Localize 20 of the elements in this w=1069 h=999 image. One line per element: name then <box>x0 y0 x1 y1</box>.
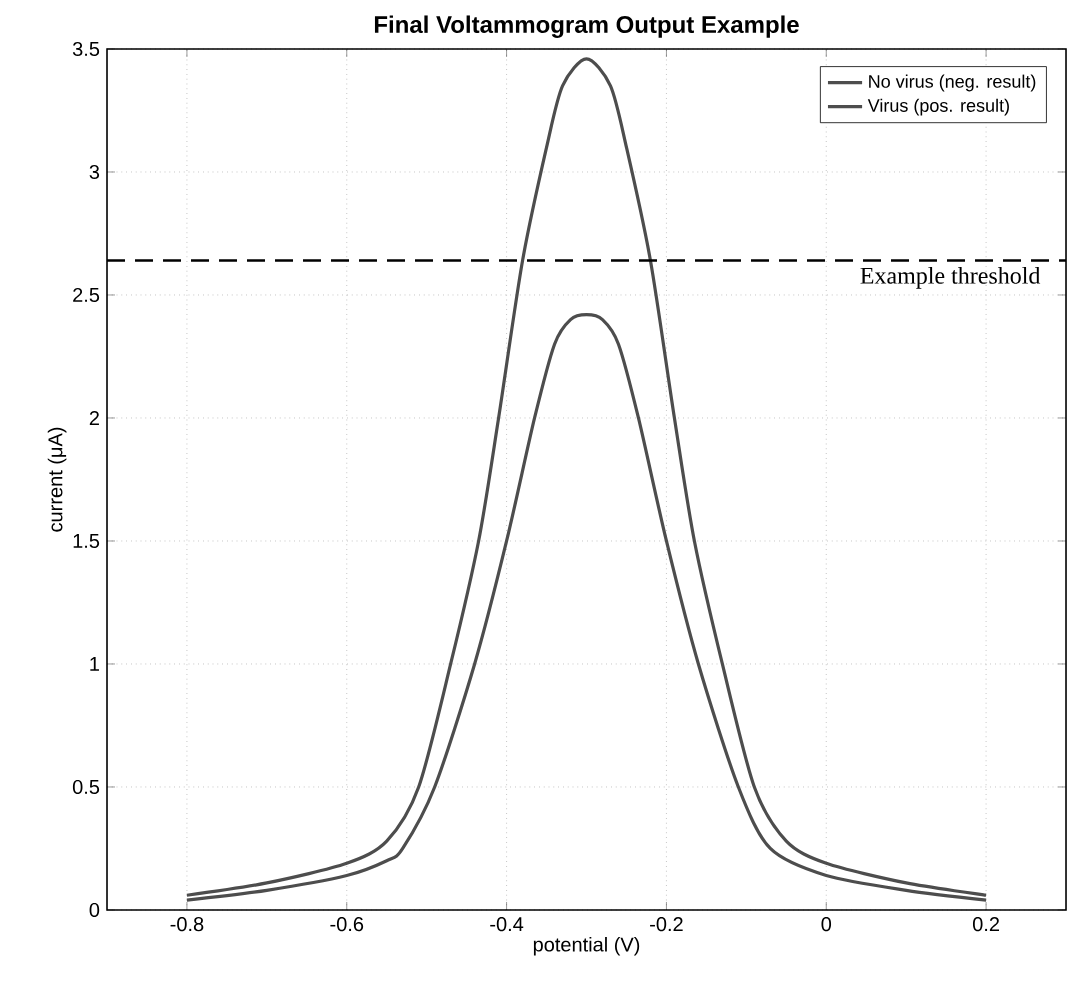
x-axis-title: potential (V) <box>533 936 640 956</box>
y-tick-label: 3.5 <box>72 41 100 57</box>
y-tick-label: 3 <box>89 164 100 180</box>
x-tick-label: 0 <box>821 917 832 932</box>
y-tick-label: 2 <box>89 411 99 425</box>
y-tick-label: 1 <box>90 657 99 671</box>
y-tick-label: 0 <box>89 902 100 918</box>
chart-title: Final Voltammogram Output Example <box>374 15 799 38</box>
x-tick-label: 0.2 <box>972 917 999 932</box>
y-tick-label: 0.5 <box>72 779 100 795</box>
legend-label: No virus (neg. result) <box>869 74 1036 92</box>
x-tick-label: -0.8 <box>170 917 204 932</box>
x-tick-label: -0.6 <box>330 917 364 932</box>
y-axis-title: current (μA) <box>47 427 67 532</box>
y-tick-label: 2.5 <box>73 287 100 303</box>
legend-label: Virus (pos. result) <box>867 98 1009 116</box>
x-tick-label: -0.4 <box>490 917 524 932</box>
ref-line-label: Example threshold <box>860 266 1041 289</box>
y-tick-label: 1.5 <box>73 534 100 548</box>
x-tick-label: -0.2 <box>650 917 683 932</box>
